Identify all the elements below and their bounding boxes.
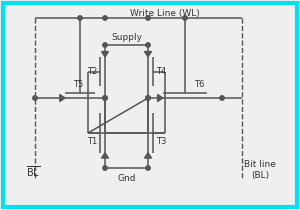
Circle shape [146, 96, 150, 100]
Polygon shape [60, 94, 65, 101]
Text: Write Line (WL): Write Line (WL) [130, 8, 200, 17]
Circle shape [103, 166, 107, 170]
Circle shape [103, 96, 107, 100]
Circle shape [33, 96, 37, 100]
Text: T5: T5 [73, 80, 83, 88]
Polygon shape [101, 51, 109, 57]
Circle shape [103, 16, 107, 20]
Text: Bit line
(BL): Bit line (BL) [244, 160, 276, 180]
Circle shape [183, 16, 187, 20]
Circle shape [103, 96, 107, 100]
Circle shape [146, 166, 150, 170]
Text: T6: T6 [194, 80, 204, 88]
Text: Gnd: Gnd [118, 173, 136, 182]
Text: T1: T1 [87, 136, 97, 146]
Polygon shape [158, 94, 163, 101]
Text: $\overline{\rm BL}$: $\overline{\rm BL}$ [26, 165, 40, 179]
Text: Supply: Supply [112, 33, 142, 42]
Text: T3: T3 [156, 136, 166, 146]
Circle shape [146, 96, 150, 100]
Circle shape [103, 43, 107, 47]
Polygon shape [145, 153, 152, 158]
Text: T4: T4 [156, 67, 166, 76]
Circle shape [78, 16, 82, 20]
Circle shape [146, 16, 150, 20]
Polygon shape [101, 153, 109, 158]
Polygon shape [145, 51, 152, 57]
Circle shape [146, 43, 150, 47]
Text: T2: T2 [87, 67, 97, 76]
Circle shape [220, 96, 224, 100]
